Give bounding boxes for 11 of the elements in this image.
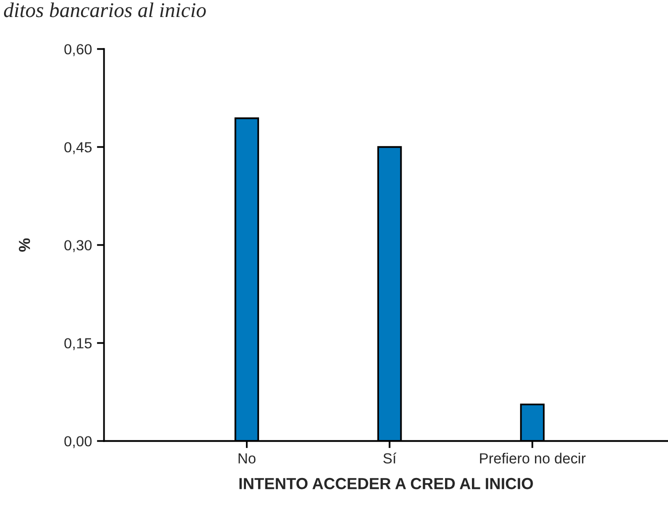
chart-title: ditos bancarios al inicio xyxy=(4,2,206,18)
y-tick-label: 0,45 xyxy=(64,142,92,154)
y-axis-title: % xyxy=(18,238,30,252)
y-tick-label: 0,30 xyxy=(64,240,92,252)
x-tick-label: Sí xyxy=(383,452,396,464)
x-tick-label: Prefiero no decir xyxy=(480,452,586,464)
x-axis-title: INTENTO ACCEDER A CRED AL INICIO xyxy=(239,478,533,490)
y-tick-label: 0,60 xyxy=(64,44,92,56)
x-tick-label: No xyxy=(238,453,256,464)
y-tick-label: 0,00 xyxy=(64,436,92,448)
y-tick-label: 0,15 xyxy=(64,338,92,350)
